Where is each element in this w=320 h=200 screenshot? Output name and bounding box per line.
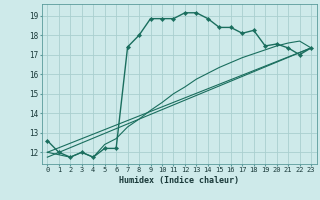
X-axis label: Humidex (Indice chaleur): Humidex (Indice chaleur) <box>119 176 239 185</box>
